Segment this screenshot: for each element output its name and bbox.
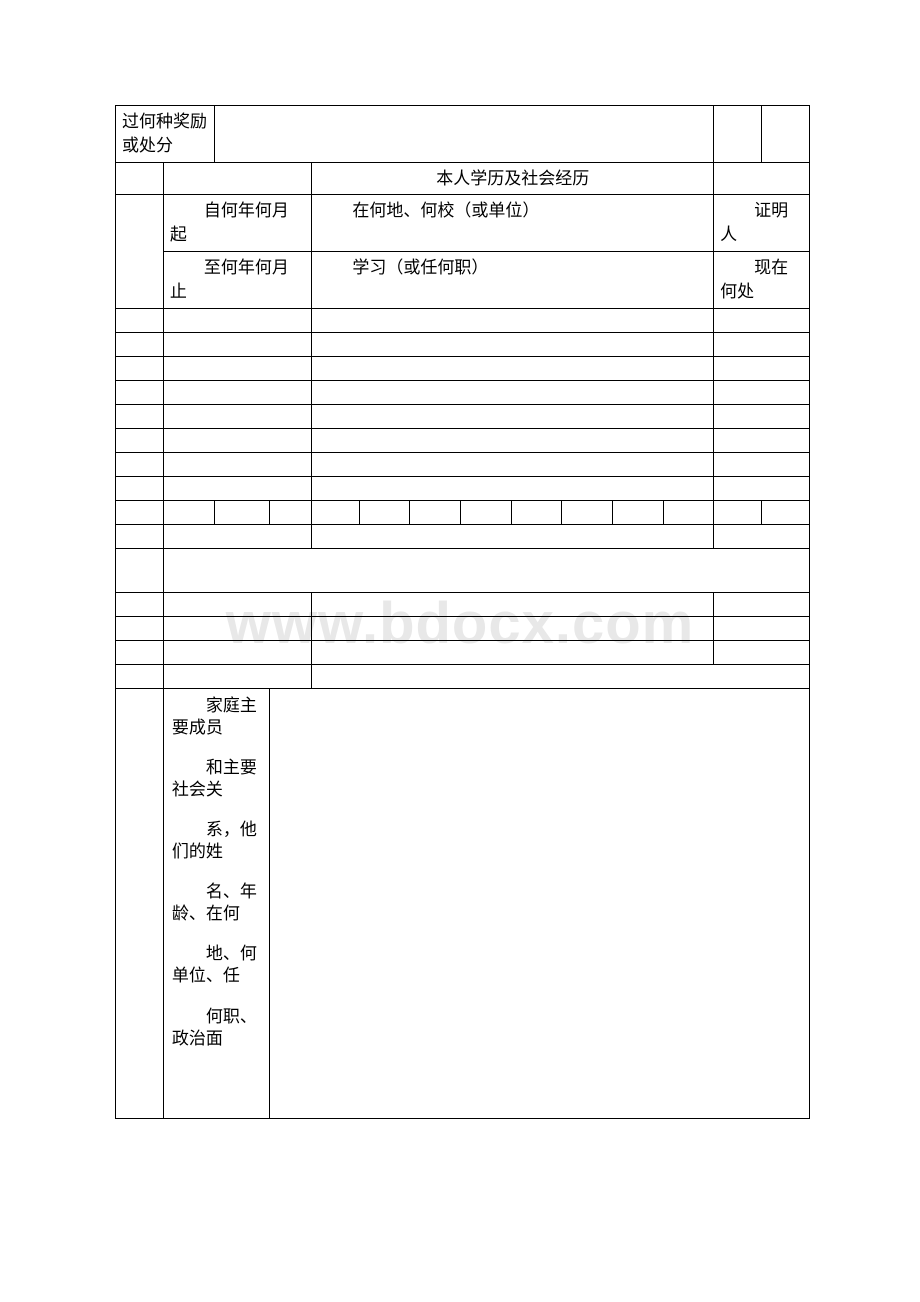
data-row-c2	[163, 404, 312, 428]
data-row-c3	[312, 404, 714, 428]
data-row-c3	[312, 524, 714, 548]
data-row-c1	[116, 664, 164, 688]
header-start: 自何年何月起	[163, 195, 312, 252]
family-line-6: 何职、政治面	[172, 1006, 261, 1050]
data-row-c3	[312, 428, 714, 452]
awards-extra-1	[714, 106, 762, 163]
data-row-c1	[116, 308, 164, 332]
split-cell	[714, 500, 762, 524]
split-cell	[359, 500, 410, 524]
data-row-wide	[312, 664, 810, 688]
form-table: 过何种奖励或处分 本人学历及社会经历 自何年何月起 在何地、何校（或单位） 证明…	[115, 105, 810, 1119]
data-row-c3	[312, 640, 714, 664]
data-row-c2	[163, 356, 312, 380]
data-row-c3	[312, 308, 714, 332]
data-row-c2	[163, 616, 312, 640]
data-row-c4	[714, 524, 810, 548]
data-row-c2	[163, 428, 312, 452]
family-label: 家庭主要成员 和主要社会关 系，他们的姓 名、年龄、在何 地、何单位、任 何职、…	[163, 688, 269, 1118]
data-row-c1	[116, 524, 164, 548]
split-cell	[270, 500, 312, 524]
header-end: 至何年何月止	[163, 251, 312, 308]
family-line-4: 名、年龄、在何	[172, 881, 261, 925]
data-row-c1	[116, 332, 164, 356]
data-row-c4	[714, 476, 810, 500]
data-row-c4	[714, 380, 810, 404]
split-cell	[460, 500, 511, 524]
split-cell	[410, 500, 461, 524]
data-row-c1	[116, 380, 164, 404]
data-row-c1	[116, 356, 164, 380]
header-left-blank	[116, 195, 164, 308]
section-title: 本人学历及社会经历	[312, 162, 714, 195]
data-row-c3	[312, 332, 714, 356]
data-row-c4	[714, 616, 810, 640]
family-left-blank	[116, 688, 164, 1118]
split-cell	[214, 500, 270, 524]
header-ref: 证明人	[714, 195, 810, 252]
data-row-c1	[116, 592, 164, 616]
family-line-3: 系，他们的姓	[172, 819, 261, 863]
section-right	[714, 162, 810, 195]
data-row-c3	[312, 452, 714, 476]
data-row-c2	[163, 452, 312, 476]
data-row-c1	[116, 548, 164, 592]
data-row-c1	[116, 404, 164, 428]
awards-label: 过何种奖励或处分	[116, 106, 215, 163]
header-where-2: 学习（或任何职）	[312, 251, 714, 308]
data-row-c2	[163, 592, 312, 616]
data-row-c2	[163, 380, 312, 404]
awards-value	[214, 106, 714, 163]
family-line-5: 地、何单位、任	[172, 943, 261, 987]
awards-extra-2	[762, 106, 810, 163]
split-cell	[163, 500, 214, 524]
family-line-2: 和主要社会关	[172, 757, 261, 801]
split-cell	[762, 500, 810, 524]
data-row-c4	[714, 428, 810, 452]
data-row-c1	[116, 452, 164, 476]
split-cell	[312, 500, 359, 524]
data-row-c4	[714, 332, 810, 356]
data-row-c3	[312, 380, 714, 404]
data-row-c4	[714, 308, 810, 332]
section-left2	[163, 162, 312, 195]
family-content	[270, 688, 810, 1118]
data-row-c4	[714, 592, 810, 616]
data-row-c2	[163, 476, 312, 500]
section-left	[116, 162, 164, 195]
split-cell	[562, 500, 613, 524]
data-row-c2	[163, 332, 312, 356]
data-row-c1	[116, 476, 164, 500]
wide-row	[163, 548, 809, 592]
data-row-c4	[714, 356, 810, 380]
data-row-c3	[312, 616, 714, 640]
data-row-c2	[163, 664, 312, 688]
data-row-c4	[714, 452, 810, 476]
split-cell	[116, 500, 164, 524]
data-row-c3	[312, 356, 714, 380]
header-now: 现在何处	[714, 251, 810, 308]
data-row-c4	[714, 640, 810, 664]
data-row-c1	[116, 428, 164, 452]
split-cell	[511, 500, 562, 524]
header-where-1: 在何地、何校（或单位）	[312, 195, 714, 252]
data-row-c2	[163, 640, 312, 664]
data-row-c1	[116, 640, 164, 664]
data-row-c2	[163, 308, 312, 332]
data-row-c2	[163, 524, 312, 548]
family-line-1: 家庭主要成员	[172, 695, 261, 739]
data-row-c3	[312, 476, 714, 500]
data-row-c4	[714, 404, 810, 428]
data-row-c1	[116, 616, 164, 640]
split-cell	[663, 500, 714, 524]
split-cell	[612, 500, 663, 524]
data-row-c3	[312, 592, 714, 616]
